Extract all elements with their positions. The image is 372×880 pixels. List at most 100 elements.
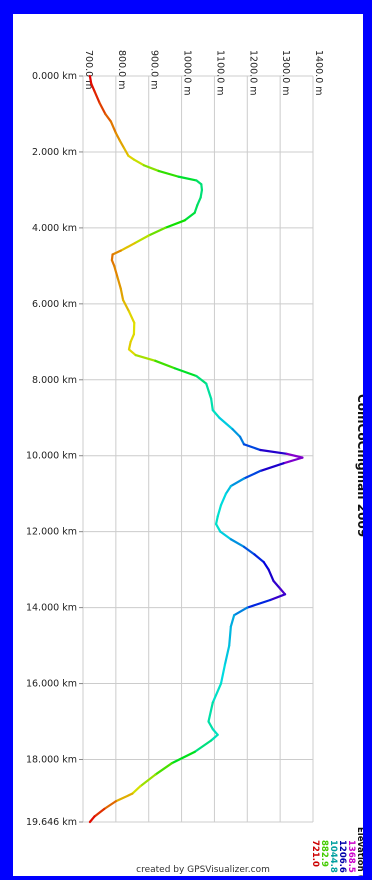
elevation-segment	[127, 340, 132, 351]
elevation-segment	[129, 333, 136, 343]
elevation-segment	[211, 682, 223, 704]
elevation-segment	[93, 807, 106, 818]
elevation-segment	[238, 435, 246, 446]
elevation-segment	[196, 196, 202, 207]
distance-tick-label: 10.000 km	[26, 451, 77, 462]
distance-tick-label: 6.000 km	[32, 299, 77, 310]
elevation-segment	[98, 101, 107, 116]
elevation-segment	[242, 545, 256, 556]
chart-panel: 700.0 m 800.0 m 900.0 m 1000.0 m 1100.0 m 120…	[13, 14, 363, 876]
elevation-segment	[154, 359, 177, 370]
elevation-segment	[127, 310, 136, 324]
elevation-segment	[104, 112, 113, 123]
legend-value: 882.9	[319, 840, 329, 867]
elevation-segment	[282, 456, 304, 465]
elevation-segment	[205, 382, 213, 400]
elevation-segment	[219, 530, 232, 541]
elevation-segment	[193, 739, 213, 754]
legend-value: 1044.8	[328, 840, 338, 873]
elevation-segment	[210, 733, 219, 742]
elevation-segment	[127, 154, 136, 161]
elevation-segment	[142, 164, 160, 173]
elevation-segment	[259, 448, 288, 455]
elevation-segment	[88, 74, 93, 85]
elevation-segment	[154, 762, 173, 776]
elevation-segment	[132, 158, 145, 167]
chart-title: ComCoCingmall 2009	[355, 394, 363, 537]
elevation-segment	[242, 443, 262, 452]
elevation-segment	[229, 477, 246, 488]
elevation-segment	[114, 792, 134, 803]
elevation-segment	[103, 800, 117, 810]
distance-tick-label: 2.000 km	[32, 147, 77, 158]
elevation-segment	[219, 492, 228, 507]
elevation-segment	[139, 773, 157, 788]
elevation-segment	[279, 587, 287, 596]
legend-title: Elevation (m)	[355, 827, 363, 876]
elevation-segment	[219, 663, 227, 685]
elevation-segment	[214, 522, 222, 533]
elevation-segment	[229, 614, 236, 628]
elevation-tick-label: 1000.0 m	[182, 50, 193, 96]
elevation-segment	[231, 428, 242, 438]
credit-text: created by GPSVisualizer.com	[136, 865, 270, 875]
elevation-segment	[233, 606, 249, 617]
elevation-tick-label: 800.0 m	[116, 50, 127, 89]
elevation-segment	[122, 147, 130, 157]
elevation-segment	[109, 120, 117, 135]
elevation-segment	[133, 234, 150, 245]
elevation-segment	[199, 188, 204, 199]
elevation-segment	[131, 784, 142, 795]
elevation-segment	[214, 515, 219, 526]
elevation-segment	[269, 593, 287, 602]
elevation-segment	[207, 720, 214, 731]
distance-tick-label: 16.000 km	[26, 679, 77, 690]
elevation-segment	[285, 452, 304, 459]
elevation-segment	[253, 553, 265, 564]
elevation-segment	[228, 625, 232, 647]
elevation-segment	[211, 409, 221, 419]
distance-tick-label: 12.000 km	[26, 527, 77, 538]
elevation-segment	[116, 276, 122, 290]
elevation-segment	[207, 701, 214, 723]
elevation-segment	[118, 139, 126, 150]
elevation-segment	[119, 241, 137, 252]
elevation-segment	[211, 728, 219, 736]
elevation-segment	[218, 416, 234, 431]
distance-tick-label: 0.000 km	[32, 71, 77, 82]
elevation-segment	[262, 560, 270, 571]
elevation-tick-label: 1200.0 m	[247, 50, 258, 96]
elevation-tick-label: 900.0 m	[149, 50, 160, 89]
elevation-segment	[223, 644, 231, 666]
elevation-segment	[88, 815, 96, 824]
elevation-segment	[216, 503, 223, 518]
elevation-segment	[229, 538, 246, 548]
elevation-segment	[119, 287, 125, 302]
elevation-segment	[267, 568, 275, 583]
distance-tick-label: 4.000 km	[32, 223, 77, 234]
elevation-profile-chart: 700.0 m 800.0 m 900.0 m 1000.0 m 1100.0 m 120…	[26, 50, 363, 876]
elevation-segment	[127, 348, 137, 357]
elevation-segment	[193, 204, 199, 214]
elevation-segment	[114, 131, 121, 142]
elevation-segment	[183, 211, 196, 222]
distance-tick-label: 8.000 km	[32, 375, 77, 386]
elevation-segment	[164, 219, 186, 229]
elevation-segment	[93, 90, 101, 104]
elevation-segment	[157, 169, 180, 178]
elevation-segment	[111, 249, 122, 256]
distance-tick-label: 18.000 km	[26, 754, 77, 765]
elevation-segment	[113, 264, 119, 279]
elevation-segment	[242, 469, 262, 480]
elevation-segment	[259, 462, 285, 473]
legend-value: 721.0	[310, 840, 320, 867]
elevation-segment	[147, 226, 167, 237]
elevation-segment	[272, 579, 282, 590]
distance-tick-label: 19.646 km	[26, 817, 77, 828]
elevation-segment	[134, 353, 157, 362]
elevation-segment	[195, 374, 208, 385]
elevation-segment	[173, 367, 198, 378]
elevation-segment	[177, 175, 198, 182]
legend-value: 1368.5	[346, 840, 356, 873]
elevation-segment	[121, 298, 131, 313]
